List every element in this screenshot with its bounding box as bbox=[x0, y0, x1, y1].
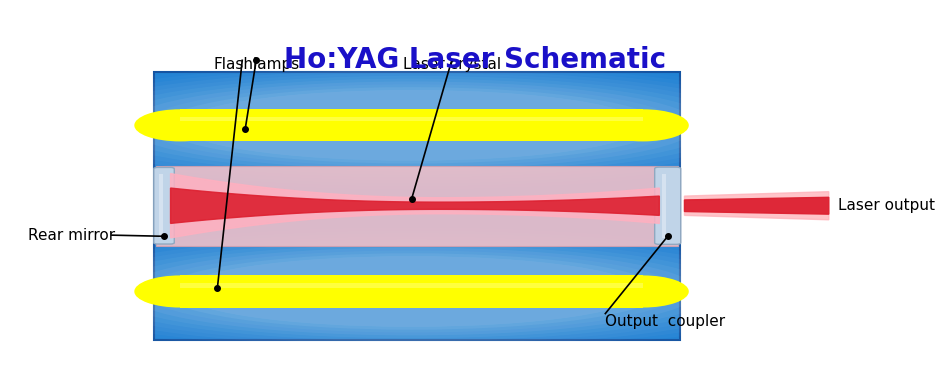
Text: Ho:YAG Laser Schematic: Ho:YAG Laser Schematic bbox=[284, 46, 666, 74]
Text: Laser crystal: Laser crystal bbox=[403, 57, 501, 72]
Bar bbox=[180, 117, 643, 122]
Ellipse shape bbox=[134, 276, 226, 307]
Bar bbox=[154, 72, 680, 340]
Ellipse shape bbox=[134, 109, 226, 141]
Ellipse shape bbox=[143, 250, 680, 332]
Bar bbox=[180, 109, 643, 141]
Bar bbox=[180, 276, 643, 307]
Ellipse shape bbox=[598, 109, 689, 141]
Bar bbox=[160, 174, 163, 238]
Text: Output  coupler: Output coupler bbox=[605, 314, 726, 329]
Text: Flashlamps: Flashlamps bbox=[213, 57, 299, 72]
Polygon shape bbox=[684, 197, 828, 214]
Ellipse shape bbox=[162, 253, 661, 330]
Ellipse shape bbox=[162, 87, 661, 163]
Bar bbox=[662, 174, 666, 238]
Polygon shape bbox=[171, 188, 659, 223]
Ellipse shape bbox=[180, 90, 643, 161]
Bar bbox=[156, 166, 678, 246]
Polygon shape bbox=[171, 174, 659, 238]
FancyBboxPatch shape bbox=[655, 167, 681, 244]
Text: Laser output: Laser output bbox=[838, 198, 935, 213]
Text: Rear mirror: Rear mirror bbox=[28, 228, 115, 243]
Ellipse shape bbox=[143, 84, 680, 166]
Polygon shape bbox=[684, 192, 828, 220]
FancyBboxPatch shape bbox=[154, 168, 174, 244]
Ellipse shape bbox=[180, 256, 643, 327]
Bar bbox=[180, 283, 643, 288]
Ellipse shape bbox=[598, 276, 689, 307]
